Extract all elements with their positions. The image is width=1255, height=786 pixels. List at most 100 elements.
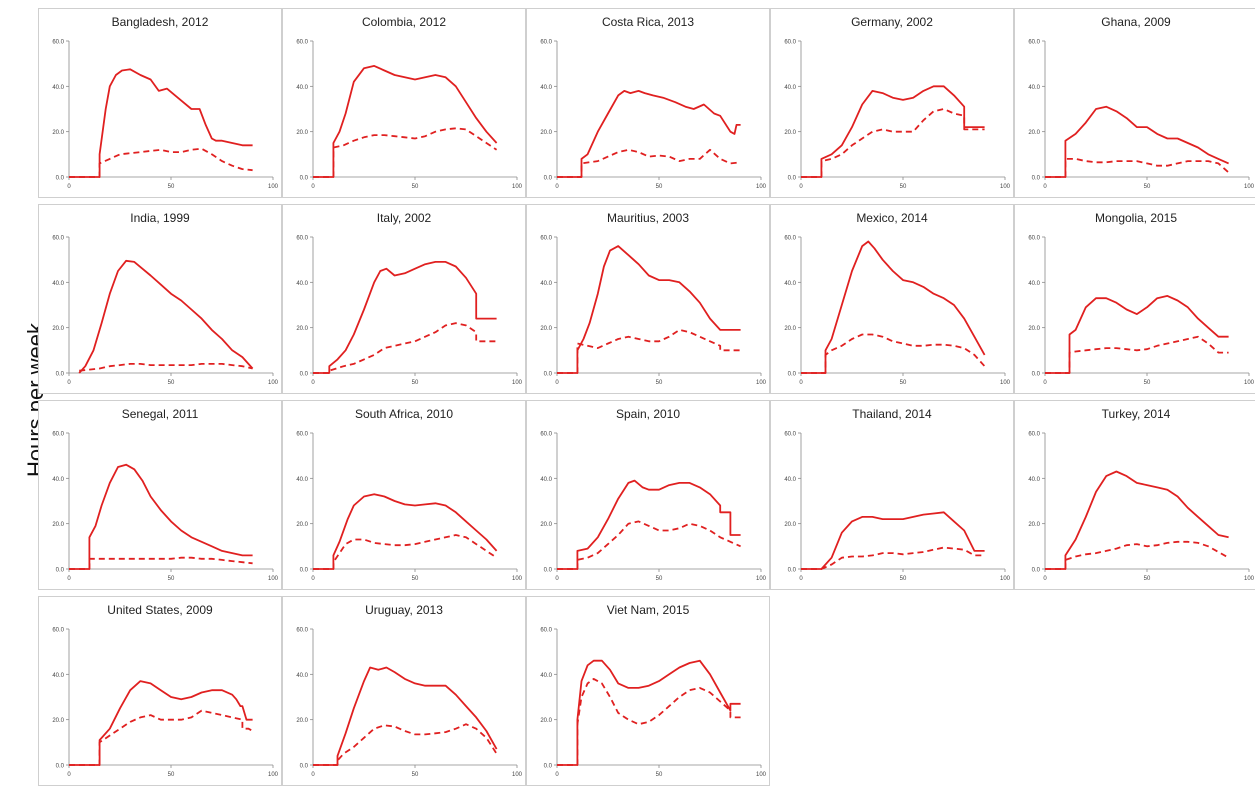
series-line-dashed [69,709,254,766]
y-tick-label: 20.0 [52,130,64,136]
chart-title: South Africa, 2010 [355,407,453,421]
x-tick-label: 100 [756,184,767,190]
y-tick-label: 60.0 [1028,432,1040,438]
chart-title: Ghana, 2009 [1101,15,1171,29]
series-line-dashed [557,329,741,374]
series-line-solid [801,240,986,374]
series-line-solid [313,261,497,374]
chart-panel: United States, 2009 0.0 20.0 40.0 60.0 0 50 100 [38,596,282,786]
y-tick-label: 60.0 [1028,236,1040,242]
y-tick-label: 40.0 [784,477,796,483]
x-tick-label: 50 [412,184,419,190]
x-tick-label: 0 [67,380,71,386]
chart-panel: South Africa, 2010 0.0 20.0 40.0 60.0 0 50 100 [282,400,526,590]
x-tick-label: 50 [412,380,419,386]
x-tick-label: 100 [268,184,279,190]
chart-panel: Viet Nam, 2015 0.0 20.0 40.0 60.0 0 50 100 [526,596,770,786]
x-tick-label: 50 [168,772,175,778]
series-line-dashed [557,148,741,178]
y-tick-label: 0.0 [300,372,309,378]
chart-title: Bangladesh, 2012 [112,15,209,29]
chart-svg: Viet Nam, 2015 0.0 20.0 40.0 60.0 0 50 100 [540,603,766,778]
y-tick-label: 0.0 [56,372,65,378]
y-tick-label: 60.0 [784,432,796,438]
x-tick-label: 0 [1043,380,1047,386]
chart-panel: Mexico, 2014 0.0 20.0 40.0 60.0 0 50 100 [770,204,1014,394]
chart-svg: Uruguay, 2013 0.0 20.0 40.0 60.0 0 50 100 [296,603,523,778]
y-tick-label: 20.0 [1028,522,1040,528]
y-tick-label: 40.0 [1028,85,1040,91]
y-tick-label: 0.0 [1032,372,1041,378]
y-tick-label: 20.0 [52,326,64,332]
y-tick-label: 0.0 [544,372,553,378]
x-tick-label: 50 [656,772,663,778]
chart-title: Mauritius, 2003 [607,211,689,225]
y-tick-label: 60.0 [296,628,308,634]
y-tick-label: 40.0 [52,281,64,287]
y-tick-label: 60.0 [784,236,796,242]
y-tick-label: 0.0 [1032,568,1041,574]
chart-title: Thailand, 2014 [852,407,932,421]
series-line-dashed [69,556,253,570]
y-tick-label: 60.0 [296,432,308,438]
y-tick-label: 40.0 [540,673,552,679]
x-tick-label: 100 [268,576,279,582]
x-tick-label: 100 [268,772,279,778]
series-line-solid [557,90,741,178]
chart-svg: Turkey, 2014 0.0 20.0 40.0 60.0 0 50 100 [1028,407,1255,582]
series-line-dashed [801,108,985,178]
series-line-solid [557,479,741,570]
y-tick-label: 40.0 [540,281,552,287]
series-line-solid [313,666,498,766]
x-tick-label: 50 [656,380,663,386]
y-tick-label: 60.0 [52,628,64,634]
chart-svg: Senegal, 2011 0.0 20.0 40.0 60.0 0 50 100 [52,407,279,582]
y-tick-label: 20.0 [296,326,308,332]
x-tick-label: 100 [512,772,523,778]
chart-svg: Thailand, 2014 0.0 20.0 40.0 60.0 0 50 100 [784,407,1010,582]
x-tick-label: 50 [900,380,907,386]
y-tick-label: 40.0 [1028,281,1040,287]
chart-title: Colombia, 2012 [362,15,446,29]
y-tick-label: 20.0 [296,130,308,136]
y-tick-label: 60.0 [52,432,64,438]
y-tick-label: 40.0 [540,477,552,483]
y-tick-label: 20.0 [1028,130,1040,136]
x-tick-label: 100 [512,576,523,582]
y-tick-label: 0.0 [544,568,553,574]
y-tick-label: 20.0 [52,522,64,528]
y-tick-label: 0.0 [56,764,65,770]
x-tick-label: 0 [311,576,315,582]
series-line-solid [801,511,985,570]
series-line-solid [69,463,253,570]
series-line-solid [557,245,741,374]
y-tick-label: 0.0 [788,176,797,182]
chart-panel: Mongolia, 2015 0.0 20.0 40.0 60.0 0 50 100 [1014,204,1255,394]
chart-title: Mongolia, 2015 [1095,211,1177,225]
y-tick-label: 0.0 [788,568,797,574]
chart-panel: Spain, 2010 0.0 20.0 40.0 60.0 0 50 100 [526,400,770,590]
chart-svg: United States, 2009 0.0 20.0 40.0 60.0 0 50 100 [52,603,279,778]
chart-svg: Spain, 2010 0.0 20.0 40.0 60.0 0 50 100 [540,407,766,582]
chart-title: Germany, 2002 [851,15,933,29]
series-line-dashed [801,546,985,570]
y-tick-label: 0.0 [544,176,553,182]
y-tick-label: 20.0 [784,522,796,528]
x-tick-label: 0 [311,184,315,190]
y-tick-label: 0.0 [1032,176,1041,182]
y-tick-label: 0.0 [300,568,309,574]
series-line-solid [1045,105,1229,178]
y-tick-label: 60.0 [296,236,308,242]
x-tick-label: 100 [1244,576,1255,582]
series-line-dashed [313,534,498,570]
chart-panel: Turkey, 2014 0.0 20.0 40.0 60.0 0 50 100 [1014,400,1255,590]
y-tick-label: 0.0 [544,764,553,770]
series-line-dashed [557,520,741,570]
x-tick-label: 0 [67,576,71,582]
y-tick-label: 60.0 [784,40,796,46]
series-line-dashed [313,322,497,374]
x-tick-label: 100 [756,380,767,386]
chart-panel: Uruguay, 2013 0.0 20.0 40.0 60.0 0 50 100 [282,596,526,786]
y-tick-label: 20.0 [1028,326,1040,332]
x-tick-label: 0 [67,184,71,190]
